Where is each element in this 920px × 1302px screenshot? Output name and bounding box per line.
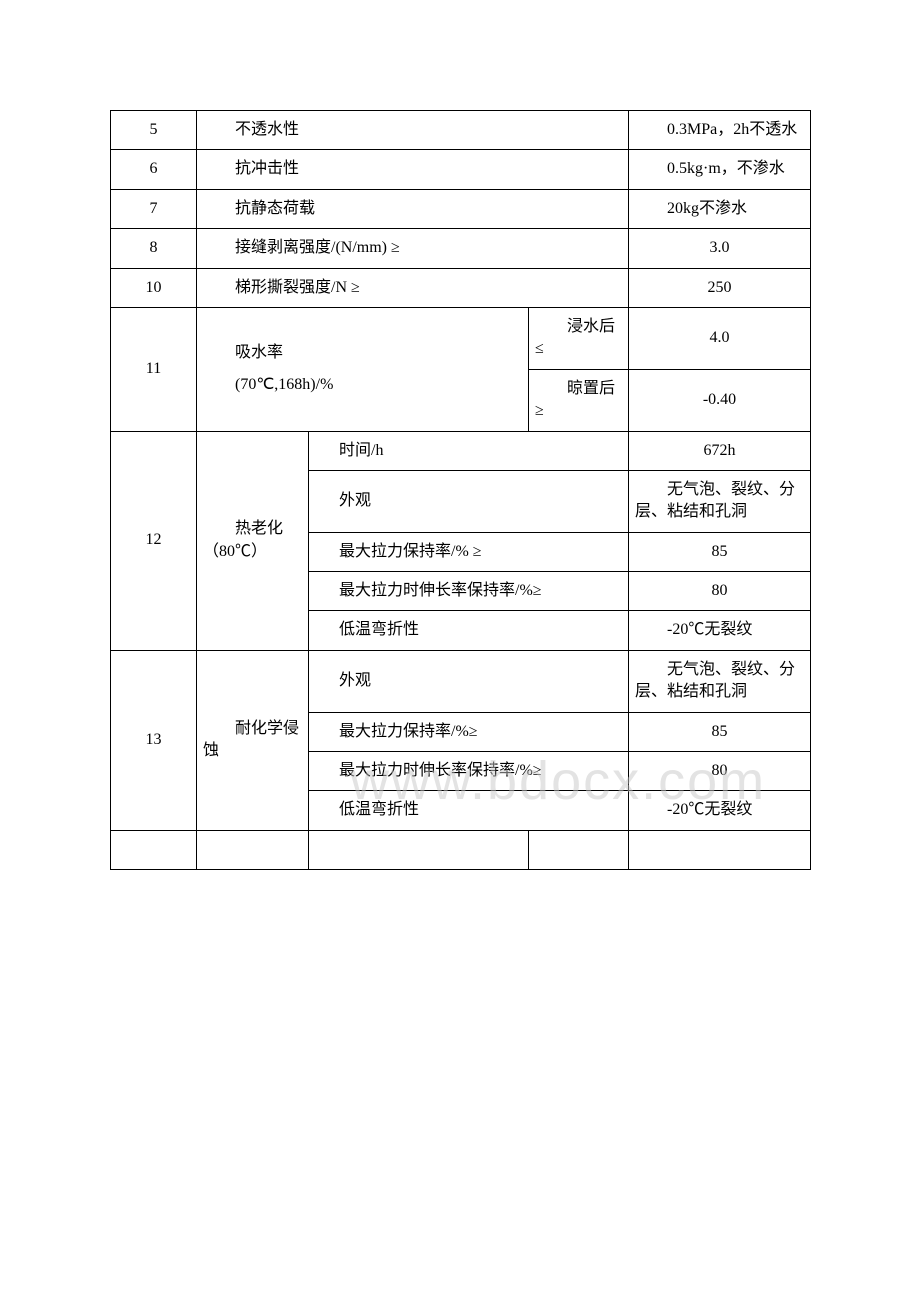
sub-label: 时间/h [309,431,629,470]
sub-label: 外观 [309,470,629,532]
row-value: 85 [629,712,811,751]
row-value: -20℃无裂纹 [629,611,811,650]
row-value: -20℃无裂纹 [629,791,811,830]
row-number: 8 [111,229,197,268]
table-row: 7 抗静态荷载 20kg不渗水 [111,189,811,228]
row-number: 7 [111,189,197,228]
empty-cell [197,830,309,869]
table-row: 11 吸水率 (70℃,168h)/% 浸水后 ≤ 4.0 [111,307,811,369]
row-value: 4.0 [629,307,811,369]
table-container: www.bdocx.com 5 不透水性 0.3MPa，2h不透水 6 抗冲击性… [110,110,810,870]
row-label: 梯形撕裂强度/N ≥ [197,268,629,307]
row-number: 13 [111,650,197,830]
row-label: 不透水性 [197,111,629,150]
row-number: 11 [111,307,197,431]
row-value: 20kg不渗水 [629,189,811,228]
label-line: 吸水率 [203,342,522,364]
row-value: -0.40 [629,369,811,431]
row-value: 80 [629,752,811,791]
row-value: 无气泡、裂纹、分层、粘结和孔洞 [629,650,811,712]
row-value: 85 [629,532,811,571]
table-row: 13 耐化学侵蚀 外观 无气泡、裂纹、分层、粘结和孔洞 [111,650,811,712]
row-value: 672h [629,431,811,470]
row-label: 接缝剥离强度/(N/mm) ≥ [197,229,629,268]
row-value: 80 [629,572,811,611]
row-number: 10 [111,268,197,307]
row-value: 无气泡、裂纹、分层、粘结和孔洞 [629,470,811,532]
sub-label: 外观 [309,650,629,712]
row-label: 吸水率 (70℃,168h)/% [197,307,529,431]
row-label: 抗静态荷载 [197,189,629,228]
row-value: 250 [629,268,811,307]
table-row: 6 抗冲击性 0.5kg·m，不渗水 [111,150,811,189]
spec-table: 5 不透水性 0.3MPa，2h不透水 6 抗冲击性 0.5kg·m，不渗水 7… [110,110,811,870]
row-label: 热老化（80℃） [197,431,309,650]
row-label: 耐化学侵蚀 [197,650,309,830]
row-number: 12 [111,431,197,650]
row-value: 3.0 [629,229,811,268]
empty-cell [629,830,811,869]
row-value: 0.5kg·m，不渗水 [629,150,811,189]
empty-cell [111,830,197,869]
empty-cell [529,830,629,869]
table-row: 10 梯形撕裂强度/N ≥ 250 [111,268,811,307]
table-row: 12 热老化（80℃） 时间/h 672h [111,431,811,470]
table-row: 5 不透水性 0.3MPa，2h不透水 [111,111,811,150]
row-value: 0.3MPa，2h不透水 [629,111,811,150]
sub-label: 最大拉力时伸长率保持率/%≥ [309,752,629,791]
row-number: 6 [111,150,197,189]
sub-label: 最大拉力保持率/%≥ [309,712,629,751]
sub-label: 最大拉力时伸长率保持率/%≥ [309,572,629,611]
sub-label: 最大拉力保持率/% ≥ [309,532,629,571]
row-number: 5 [111,111,197,150]
sub-label: 低温弯折性 [309,611,629,650]
empty-cell [309,830,529,869]
table-row: 8 接缝剥离强度/(N/mm) ≥ 3.0 [111,229,811,268]
row-label: 抗冲击性 [197,150,629,189]
label-line: (70℃,168h)/% [203,374,522,396]
sub-label: 晾置后 ≥ [529,369,629,431]
sub-label: 低温弯折性 [309,791,629,830]
sub-label: 浸水后 ≤ [529,307,629,369]
table-row-empty [111,830,811,869]
